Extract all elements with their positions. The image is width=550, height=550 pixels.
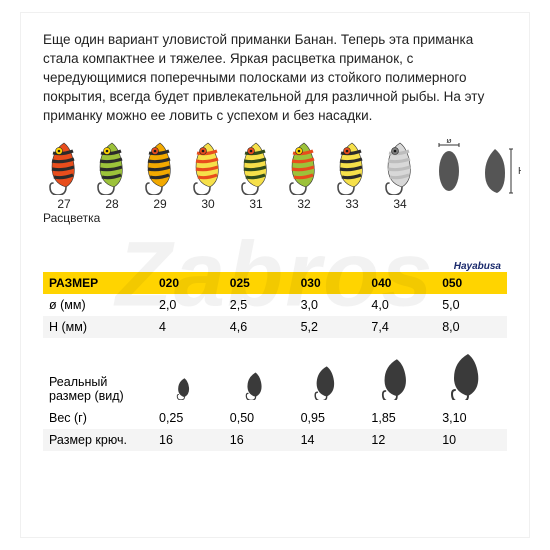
spec-table: РАЗМЕР020025030040050 ø (мм)2,02,53,04,0…	[43, 272, 507, 451]
lure-swatch: 28	[91, 139, 133, 211]
row-label: Размер крюч.	[43, 429, 153, 451]
lure-swatch: 33	[331, 139, 373, 211]
lure-swatch: 32	[283, 139, 325, 211]
color-swatch-row: 27 28 29 30 31	[43, 139, 421, 211]
lure-swatch: 31	[235, 139, 277, 211]
silhouette-cell	[153, 338, 224, 407]
table-body-bot: Вес (г)0,250,500,951,853,10Размер крюч.1…	[43, 407, 507, 451]
table-cell: 5,2	[295, 316, 366, 338]
table-cell: 3,0	[295, 294, 366, 316]
table-header-cell: 030	[295, 272, 366, 294]
table-cell: 4	[153, 316, 224, 338]
silhouette-cell	[436, 338, 507, 407]
table-row: Вес (г)0,250,500,951,853,10	[43, 407, 507, 429]
color-label: Расцветка	[43, 211, 421, 225]
row-label: Вес (г)	[43, 407, 153, 429]
lure-number: 29	[139, 197, 181, 211]
lure-number: 30	[187, 197, 229, 211]
table-row: Размер крюч.1616141210	[43, 429, 507, 451]
lure-swatch: 27	[43, 139, 85, 211]
table-cell: 1,85	[365, 407, 436, 429]
silhouette-cell	[224, 338, 295, 407]
table-header-cell: 020	[153, 272, 224, 294]
table-cell: 10	[436, 429, 507, 451]
table-cell: 16	[153, 429, 224, 451]
diameter-symbol: ø	[446, 139, 452, 145]
table-cell: 0,50	[224, 407, 295, 429]
table-header-row: РАЗМЕР020025030040050	[43, 272, 507, 294]
silhouette-cell	[365, 338, 436, 407]
lure-swatch: 34	[379, 139, 421, 211]
description-text: Еще один вариант уловистой приманки Бана…	[43, 31, 507, 125]
table-header-cell: РАЗМЕР	[43, 272, 153, 294]
table-body-top: ø (мм)2,02,53,04,05,0H (мм)44,65,27,48,0	[43, 294, 507, 338]
table-header-cell: 040	[365, 272, 436, 294]
table-cell: 14	[295, 429, 366, 451]
brand-logo: Hayabusa	[43, 261, 501, 272]
lure-swatch: 29	[139, 139, 181, 211]
dimension-diagram: ø H	[431, 139, 521, 201]
table-cell: 0,95	[295, 407, 366, 429]
table-cell: 4,6	[224, 316, 295, 338]
table-header-cell: 025	[224, 272, 295, 294]
table-cell: 2,0	[153, 294, 224, 316]
height-symbol: H	[518, 166, 521, 177]
row-label: Реальный размер (вид)	[43, 338, 153, 407]
row-label: ø (мм)	[43, 294, 153, 316]
lure-number: 27	[43, 197, 85, 211]
real-size-row: Реальный размер (вид)	[43, 338, 507, 407]
table-body-bottom: Реальный размер (вид)	[43, 338, 507, 407]
row-label: H (мм)	[43, 316, 153, 338]
table-cell: 8,0	[436, 316, 507, 338]
table-cell: 4,0	[365, 294, 436, 316]
lure-swatch: 30	[187, 139, 229, 211]
lure-number: 33	[331, 197, 373, 211]
table-row: ø (мм)2,02,53,04,05,0	[43, 294, 507, 316]
table-header-cell: 050	[436, 272, 507, 294]
table-row: H (мм)44,65,27,48,0	[43, 316, 507, 338]
silhouette-cell	[295, 338, 366, 407]
table-cell: 2,5	[224, 294, 295, 316]
lure-number: 28	[91, 197, 133, 211]
lure-number: 32	[283, 197, 325, 211]
table-cell: 0,25	[153, 407, 224, 429]
lure-number: 31	[235, 197, 277, 211]
table-cell: 3,10	[436, 407, 507, 429]
table-cell: 7,4	[365, 316, 436, 338]
table-cell: 12	[365, 429, 436, 451]
lure-number: 34	[379, 197, 421, 211]
table-cell: 5,0	[436, 294, 507, 316]
table-cell: 16	[224, 429, 295, 451]
